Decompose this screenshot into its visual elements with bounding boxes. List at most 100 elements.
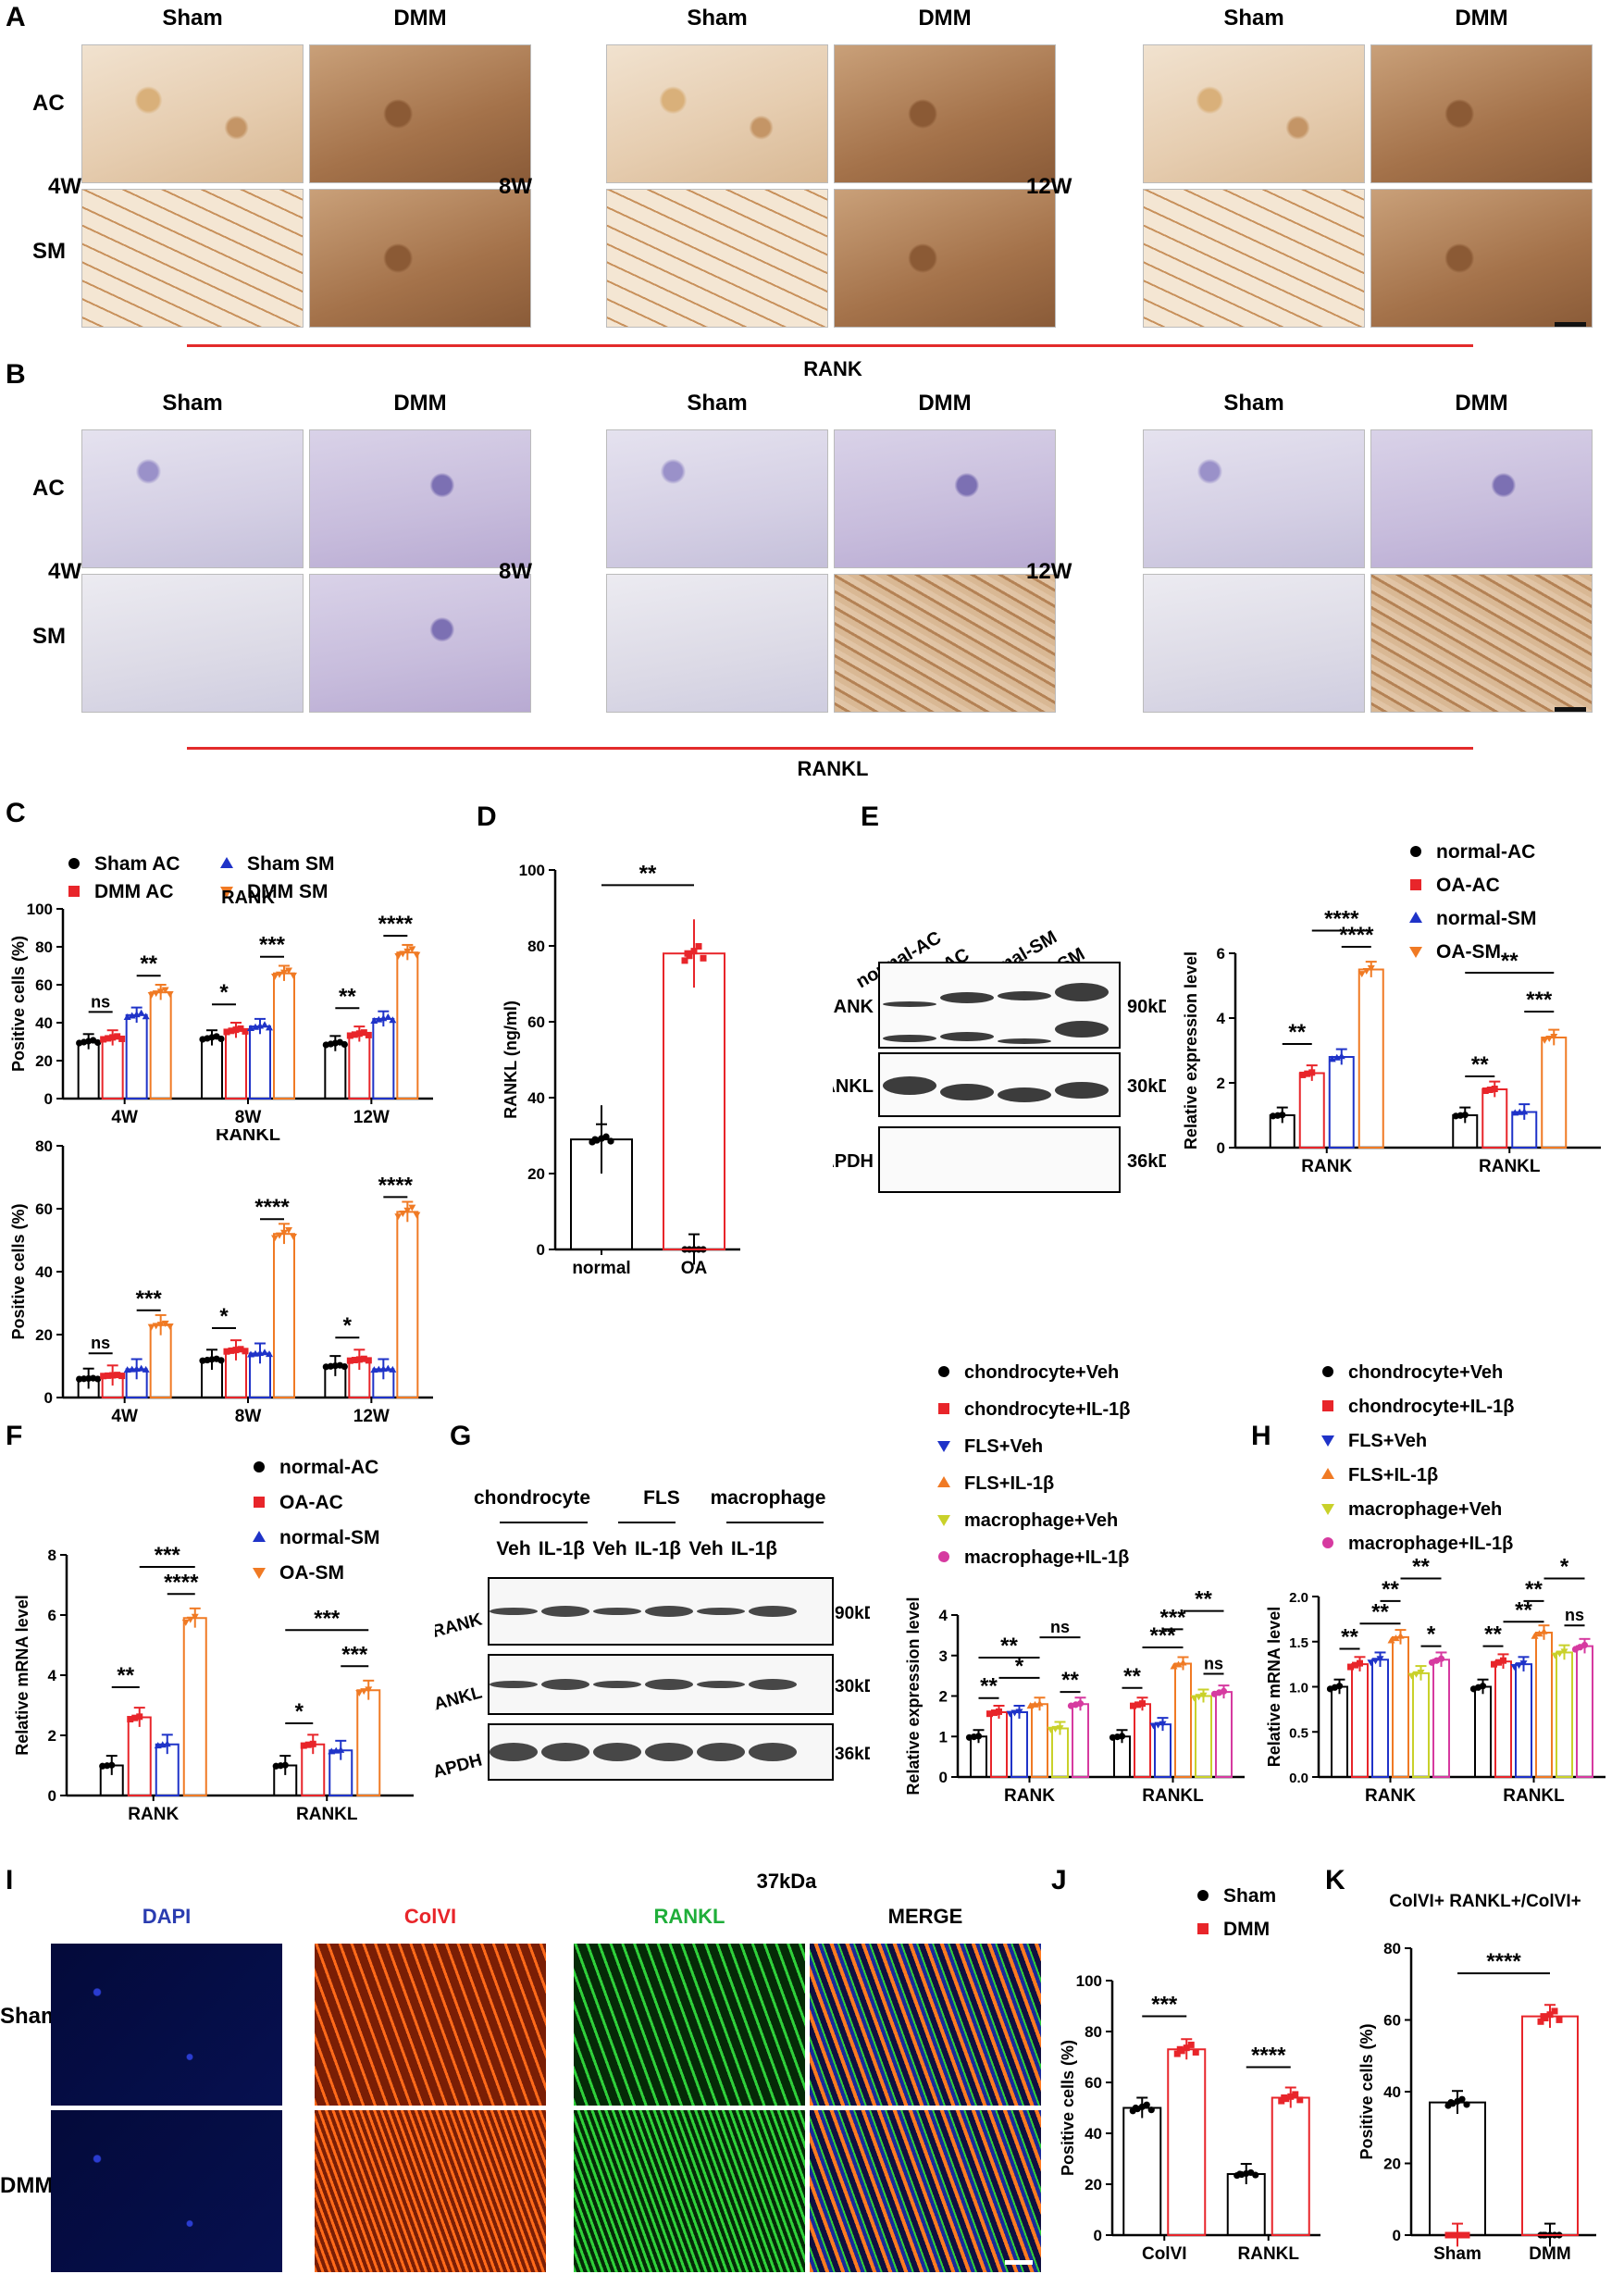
bar — [1134, 1703, 1151, 1778]
significance-label: ** — [1484, 1622, 1502, 1647]
data-point — [1279, 1112, 1286, 1119]
bar — [1535, 1632, 1553, 1778]
legend-label: normal-SM — [1436, 908, 1537, 929]
legend-marker — [1322, 1400, 1333, 1411]
data-point — [147, 1323, 155, 1331]
data-point — [105, 1035, 112, 1042]
legend-label: macrophage+IL-1β — [1348, 1534, 1513, 1554]
legend-label: FLS+Veh — [1348, 1431, 1427, 1451]
data-point — [408, 946, 416, 953]
data-point — [1252, 2171, 1259, 2179]
data-point — [365, 1031, 372, 1038]
y-axis-label: Positive cells (%) — [9, 1203, 28, 1339]
data-point — [1357, 1659, 1363, 1667]
data-point — [360, 1029, 367, 1037]
data-point — [1495, 1659, 1502, 1666]
legend-label: DMM — [1223, 1919, 1270, 1940]
blot-band — [645, 1743, 693, 1761]
x-tick-label: RANK — [1301, 1157, 1352, 1176]
blot-band — [1055, 1021, 1109, 1038]
data-point — [1192, 2048, 1199, 2056]
panel-label-a: A — [6, 2, 26, 32]
y-tick-label: 40 — [35, 1014, 53, 1032]
data-point — [1447, 2099, 1455, 2106]
data-point — [186, 1616, 194, 1623]
data-point — [1545, 1035, 1554, 1042]
data-point — [1392, 1634, 1400, 1642]
significance-label: ** — [1341, 1625, 1358, 1650]
significance-label: **** — [1324, 907, 1359, 932]
significance-label: ns — [91, 1334, 110, 1352]
bar — [1556, 1651, 1573, 1779]
data-point — [403, 1207, 412, 1214]
y-tick-label: 40 — [1383, 2083, 1401, 2101]
blot-band — [998, 991, 1051, 1000]
panel-label-f: F — [6, 1421, 23, 1451]
data-point — [974, 1733, 983, 1740]
data-point — [1147, 2106, 1155, 2114]
bar — [1481, 1088, 1508, 1149]
x-tick-label: ColVI — [1142, 2244, 1187, 2264]
y-tick-label: 60 — [527, 1013, 545, 1031]
x-tick-label: normal — [572, 1259, 630, 1278]
bar — [1195, 1695, 1212, 1778]
bar — [1298, 1072, 1325, 1149]
data-point — [232, 1347, 240, 1354]
bar — [77, 1040, 100, 1100]
legend-label: normal-AC — [1436, 841, 1535, 863]
col-header-sham: Sham — [1223, 6, 1284, 31]
bar — [1167, 2048, 1207, 2236]
x-tick-label: RANKL — [1479, 1157, 1541, 1176]
legend-label: DMM AC — [94, 881, 174, 902]
y-tick-label: 8 — [48, 1547, 56, 1564]
significance-label: *** — [136, 1286, 163, 1311]
data-point — [389, 1365, 397, 1373]
chart-k: ColVI+ RANKL+/ColVI+ 0 20 40 60 80 Positive ce… — [1357, 1892, 1596, 2264]
y-tick-label: 1 — [939, 1728, 948, 1746]
chart-title: RANKL — [216, 1129, 280, 1145]
data-point — [1447, 2231, 1455, 2239]
fluorescence-tile — [574, 2110, 805, 2272]
significance-label: ** — [1501, 949, 1519, 974]
y-tick-label: 2 — [48, 1727, 56, 1745]
legend-label: FLS+Veh — [964, 1436, 1043, 1457]
data-point — [1371, 1658, 1380, 1665]
significance-label: *** — [1149, 1623, 1176, 1648]
y-tick-label: 40 — [1085, 2125, 1102, 2143]
data-point — [1195, 1694, 1203, 1701]
row-label-sm: SM — [32, 239, 66, 264]
significance-label: **** — [1251, 2044, 1286, 2069]
legend-marker — [938, 1551, 949, 1562]
chart-f: normal-AC OA-AC normal-SM OA-SM 0 2 4 6 8 Relativ… — [13, 1457, 414, 1824]
data-point — [1515, 1662, 1523, 1670]
panel-label-b: B — [6, 359, 26, 390]
data-point — [261, 1021, 268, 1028]
legend-label: Sham — [1223, 1888, 1276, 1907]
legend-marker — [1321, 1468, 1334, 1479]
data-point — [360, 1355, 367, 1362]
data-point — [1174, 1660, 1183, 1668]
bar — [356, 1689, 381, 1796]
data-point — [1500, 1657, 1506, 1664]
data-point — [408, 1204, 416, 1212]
y-tick-label: 80 — [1383, 1940, 1401, 1957]
blot-band — [541, 1679, 589, 1690]
bar — [1031, 1703, 1048, 1778]
bar — [149, 991, 172, 1100]
blot-band — [697, 1743, 745, 1761]
scale-bar — [1555, 322, 1586, 327]
micrograph-tile — [1143, 44, 1365, 183]
data-point — [346, 1032, 353, 1039]
y-tick-label: 0 — [1217, 1139, 1225, 1157]
data-point — [94, 1038, 102, 1047]
col-header-dmm: DMM — [1455, 391, 1508, 416]
col-header-dmm: DMM — [918, 391, 972, 416]
y-axis-label: Positive cells (%) — [1059, 2040, 1077, 2176]
bar — [127, 1716, 152, 1796]
channel-label: ColVI — [403, 1905, 457, 1928]
y-tick-label: 20 — [1383, 2156, 1401, 2173]
bar — [1072, 1703, 1089, 1778]
y-tick-label: 2.0 — [1289, 1590, 1308, 1606]
y-tick-label: 40 — [527, 1089, 545, 1107]
data-point — [1367, 964, 1375, 972]
